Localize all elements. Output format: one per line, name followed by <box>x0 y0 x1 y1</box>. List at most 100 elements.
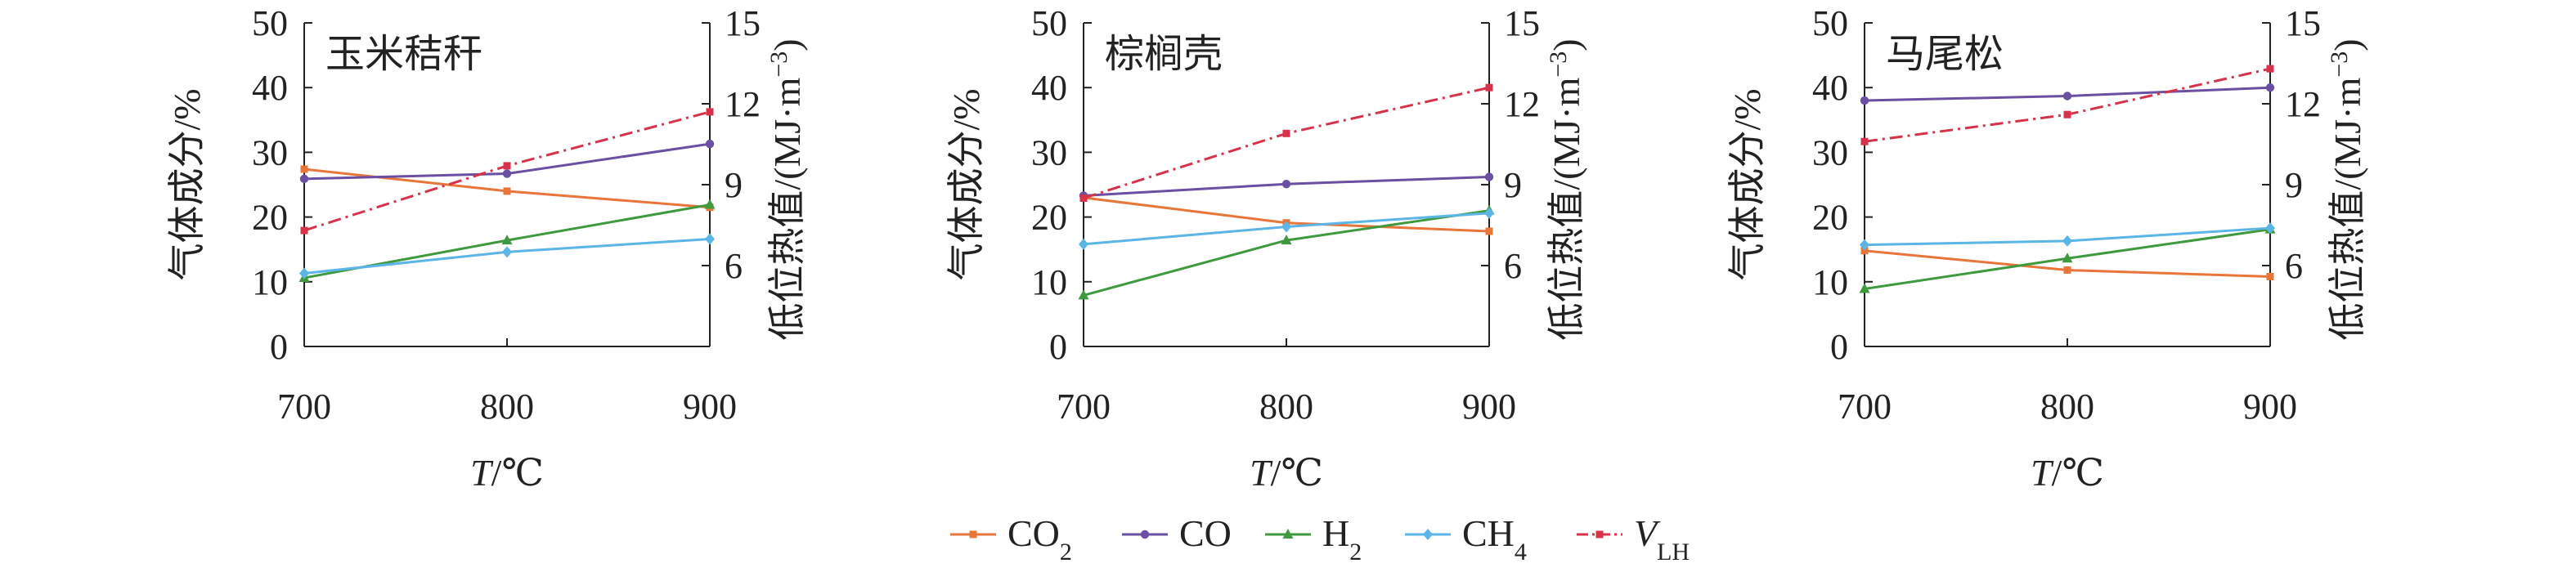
data-point <box>1281 180 1291 189</box>
y-axis-title: 气体成分/% <box>1726 88 1768 280</box>
series-VLH <box>1079 83 1493 202</box>
data-point <box>299 267 309 279</box>
chart-panel-2: 0 10 20 30 40 50 6 9 12 15 700 800 900 T/℃ 气体成分/% 低位热值/… <box>945 3 1587 494</box>
data-point <box>2265 83 2275 92</box>
y-tick-label: 40 <box>252 68 288 108</box>
data-point <box>1484 207 1494 219</box>
data-point <box>1860 137 1869 145</box>
y2-axis-title: 低位热值/(MJ·m−3) <box>2326 38 2369 340</box>
legend-label: H2 <box>1322 512 1362 565</box>
y-tick-label: 20 <box>1812 198 1848 238</box>
y-tick-label: 50 <box>1031 3 1067 43</box>
y2-tick-label: 6 <box>2285 246 2303 286</box>
x-tick-label: 800 <box>1259 387 1313 427</box>
series-CH4 <box>1079 207 1494 250</box>
y-tick-label: 30 <box>1031 132 1067 172</box>
data-point <box>2062 253 2073 263</box>
data-point <box>1281 235 1292 245</box>
data-point <box>2062 92 2072 101</box>
data-point <box>502 169 512 178</box>
data-point <box>1860 247 1869 255</box>
data-point <box>1859 283 1870 293</box>
data-point <box>503 187 511 195</box>
y-tick-label: 10 <box>252 262 288 302</box>
panel-title: 马尾松 <box>1886 33 2004 76</box>
data-point <box>501 235 513 245</box>
y2-tick-label: 12 <box>2285 84 2321 124</box>
series-CH4 <box>299 233 715 279</box>
legend-label: CO2 <box>1008 512 1072 565</box>
y-tick-label: 40 <box>1031 68 1067 108</box>
x-tick-label: 700 <box>1057 387 1111 427</box>
y-tick-label: 40 <box>1812 68 1848 108</box>
legend-marker <box>1595 530 1604 539</box>
panel-title: 棕榈壳 <box>1105 33 1223 76</box>
data-point <box>502 246 512 258</box>
data-point <box>2063 266 2071 275</box>
legend-label: CH4 <box>1462 512 1527 565</box>
x-tick-label: 900 <box>2243 387 2297 427</box>
x-tick-label: 900 <box>683 387 737 427</box>
data-point <box>503 162 511 170</box>
data-point <box>2265 222 2275 235</box>
data-point <box>2062 235 2072 247</box>
series-H2 <box>1078 204 1495 300</box>
y-tick-label: 0 <box>1830 327 1848 367</box>
y-tick-label: 30 <box>1812 132 1848 172</box>
legend-item-H2: H2 <box>1265 512 1362 565</box>
x-tick-label: 700 <box>1838 387 1892 427</box>
panel-title: 玉米秸秆 <box>325 33 482 76</box>
y2-tick-label: 9 <box>725 165 743 205</box>
legend-marker <box>969 530 977 539</box>
legend-marker <box>1282 529 1294 539</box>
x-axis-title: T/℃ <box>470 452 544 494</box>
series-VLH <box>1860 65 2274 145</box>
data-point <box>1860 239 1869 251</box>
series-CO <box>1079 172 1494 200</box>
data-point <box>300 226 308 235</box>
data-point <box>2266 65 2274 73</box>
y-tick-label: 10 <box>1812 262 1848 302</box>
data-point <box>1079 238 1088 250</box>
data-point <box>299 174 309 184</box>
y2-tick-label: 12 <box>725 84 761 124</box>
y-tick-label: 20 <box>252 198 288 238</box>
legend-item-CO: CO <box>1122 512 1232 554</box>
data-point <box>1079 194 1088 202</box>
legend-marker <box>1423 529 1433 540</box>
y2-axis-title: 低位热值/(MJ·m−3) <box>1545 38 1588 340</box>
y2-tick-label: 12 <box>1504 84 1540 124</box>
legend-item-CO2: CO2 <box>950 512 1072 565</box>
y2-tick-label: 15 <box>1504 3 1540 43</box>
data-point <box>1281 221 1291 233</box>
y-axis-title: 气体成分/% <box>945 88 987 280</box>
y2-tick-label: 6 <box>1504 246 1522 286</box>
data-point <box>1282 129 1290 137</box>
legend-label: VLH <box>1634 512 1690 565</box>
data-point <box>300 165 308 173</box>
data-point <box>1485 83 1493 92</box>
y-tick-label: 0 <box>270 327 288 367</box>
y-tick-label: 30 <box>252 132 288 172</box>
y2-tick-label: 6 <box>725 246 743 286</box>
legend-label: CO <box>1179 512 1232 554</box>
y2-axis-title: 低位热值/(MJ·m−3) <box>765 38 809 340</box>
y-tick-label: 20 <box>1031 198 1067 238</box>
series-CO <box>1860 83 2275 105</box>
x-tick-label: 800 <box>480 387 534 427</box>
chart-panel-3: 0 10 20 30 40 50 6 9 12 15 700 800 900 T/℃ 气体成分/% 低位热值/… <box>1726 3 2368 494</box>
data-point <box>1485 227 1493 235</box>
series-VLH <box>300 108 714 235</box>
x-axis-title: T/℃ <box>2031 452 2104 494</box>
y2-tick-label: 9 <box>1504 165 1522 205</box>
y-axis-title: 气体成分/% <box>166 88 208 280</box>
data-point <box>2266 272 2274 280</box>
data-point <box>1860 96 1869 105</box>
data-point <box>1078 289 1089 300</box>
data-point <box>1484 172 1494 181</box>
x-tick-label: 700 <box>277 387 331 427</box>
data-point <box>705 139 715 149</box>
data-point <box>705 233 715 245</box>
